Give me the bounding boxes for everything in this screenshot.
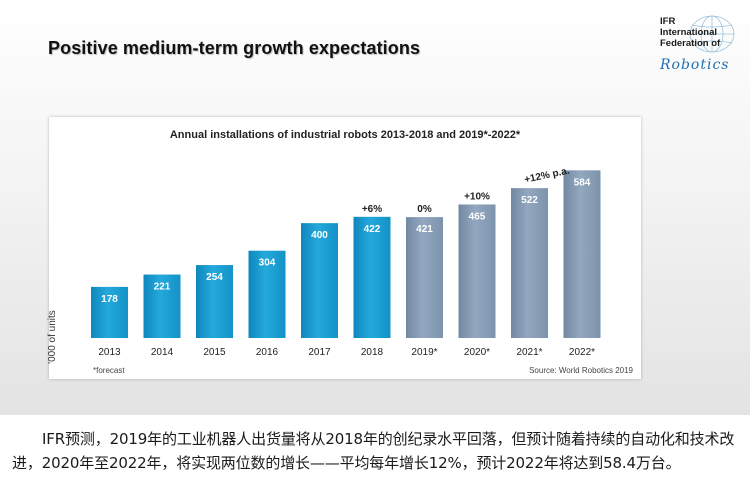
bar-2021-forecast: [511, 188, 548, 338]
y-axis-label: '000 of units: [47, 310, 58, 364]
bar-2014: [143, 274, 181, 338]
bar-value-label: 254: [206, 272, 223, 283]
logo-text-federation: Federation of: [660, 38, 721, 49]
bar-2013: [91, 286, 128, 338]
x-tick-label: 2014: [151, 347, 174, 358]
growth-annotation: 0%: [417, 204, 432, 215]
logo-text-robotics: Robotics: [660, 57, 730, 73]
bar-chart: 178 2013 221 2014 254 2015 304 2016 400 2017 422 20…: [91, 165, 601, 358]
source-note: Source: World Robotics 2019: [529, 366, 633, 375]
bar-value-label: 465: [469, 211, 486, 222]
slide: Positive medium-term growth expectations…: [0, 0, 750, 415]
x-tick-label: 2018: [361, 347, 384, 358]
x-tick-label: 2016: [256, 347, 279, 358]
bar-2020-forecast: [458, 204, 496, 338]
bar-2019-forecast: [406, 217, 443, 338]
bar-value-label: 421: [416, 224, 433, 235]
x-tick-label: 2021*: [516, 347, 542, 358]
bar-value-label: 304: [259, 258, 276, 269]
bar-2016: [248, 250, 286, 338]
x-tick-label: 2020*: [464, 347, 490, 358]
slide-title: Positive medium-term growth expectations: [48, 38, 421, 58]
x-tick-label: 2019*: [411, 347, 437, 358]
chart-panel: 178 2013 221 2014 254 2015 304 2016 400 2017 422 20…: [47, 117, 641, 379]
bar-2022-forecast: [563, 170, 601, 338]
bar-value-label: 422: [364, 224, 381, 235]
ifr-logo: IFR International Federation of Robotics: [660, 14, 742, 73]
globe-icon: [689, 15, 735, 53]
growth-annotation: +10%: [464, 191, 490, 202]
caption-text: IFR预测，2019年的工业机器人出货量将从2018年的创纪录水平回落，但预计随…: [12, 430, 735, 472]
bar-2018: [353, 216, 391, 338]
bar-value-label: 400: [311, 230, 328, 241]
bar-value-label: 522: [521, 195, 538, 206]
x-tick-label: 2022*: [569, 347, 595, 358]
bar-value-label: 584: [574, 177, 591, 188]
x-tick-label: 2015: [203, 347, 226, 358]
logo-text-international: International: [660, 27, 718, 38]
bar-2015: [196, 265, 233, 338]
logo-text-ifr: IFR: [660, 16, 676, 27]
x-tick-label: 2013: [98, 347, 121, 358]
bar-2017: [301, 223, 338, 338]
x-tick-label: 2017: [308, 347, 331, 358]
bar-value-label: 221: [154, 282, 171, 293]
growth-annotation: +6%: [362, 204, 382, 215]
forecast-footnote: *forecast: [93, 366, 125, 375]
bar-value-label: 178: [101, 294, 118, 305]
chart-title: Annual installations of industrial robot…: [169, 129, 521, 141]
